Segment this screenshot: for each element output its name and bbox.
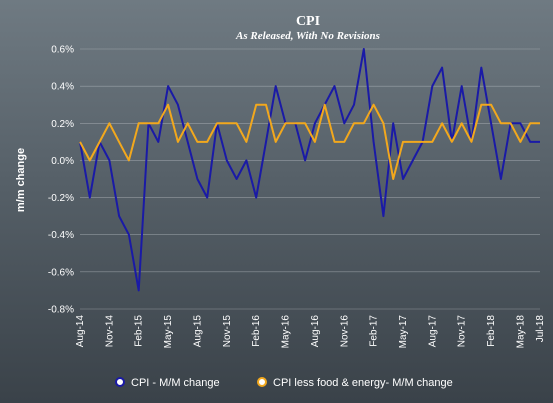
chart-subtitle: As Released, With No Revisions: [235, 30, 380, 42]
x-tick-label: Feb-18: [486, 315, 497, 347]
x-tick-label: Feb-17: [369, 315, 380, 347]
series-layer: [79, 48, 540, 292]
legend: CPI - M/M change CPI less food & energy- …: [115, 377, 453, 389]
x-tick-label: Nov-15: [222, 315, 233, 348]
legend-marker: [257, 377, 267, 387]
x-tick-label: Feb-16: [251, 315, 262, 347]
x-tick-label: May-17: [398, 315, 409, 349]
x-tick-layer: Aug-14 Nov-14 Feb-15 May-15 Aug-15 Nov-15 Feb-…: [75, 315, 546, 349]
legend-label: CPI - M/M change: [131, 377, 220, 389]
y-tick-label: -0.2%: [48, 193, 74, 204]
y-axis-label: m/m change: [15, 148, 27, 212]
x-tick-label: Aug-14: [75, 315, 86, 348]
legend-label: CPI less food & energy- M/M change: [273, 377, 453, 389]
y-tick-layer: 0.6% 0.4% 0.2% 0.0% -0.2% -0.4% -0.6% -0.8%: [48, 45, 74, 316]
x-tick-label: Nov-14: [104, 315, 115, 348]
x-tick-label: Nov-16: [339, 315, 350, 348]
y-tick-label: 0.2%: [51, 119, 74, 130]
x-tick-label: Aug-15: [192, 315, 203, 348]
y-tick-label: -0.8%: [48, 305, 74, 316]
chart-title: CPI: [296, 14, 320, 29]
x-tick-label: May-18: [515, 315, 526, 349]
series-line-core-cpi: [79, 103, 540, 180]
x-tick-label: Aug-16: [310, 315, 321, 348]
x-tick-label: Nov-17: [457, 315, 468, 348]
legend-marker: [115, 377, 125, 387]
grid-layer: [80, 48, 540, 310]
y-tick-label: -0.4%: [48, 230, 74, 241]
y-tick-label: 0.4%: [51, 82, 74, 93]
y-tick-label: 0.6%: [51, 45, 74, 56]
x-tick-label: Feb-15: [134, 315, 145, 347]
y-tick-label: 0.0%: [51, 156, 74, 167]
x-tick-label: Aug-17: [427, 315, 438, 348]
x-tick-label: Jul-18: [535, 315, 546, 343]
y-tick-label: -0.6%: [48, 267, 74, 278]
x-tick-label: May-15: [163, 315, 174, 349]
x-tick-label: May-16: [281, 315, 292, 349]
series-line-cpi: [79, 48, 540, 292]
